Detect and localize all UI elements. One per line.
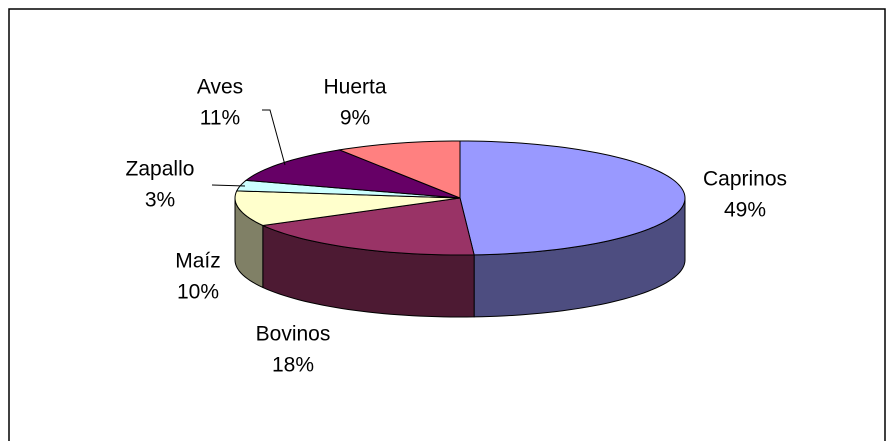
data-label-name: Huerta xyxy=(323,76,386,99)
pie-slice xyxy=(459,140,686,256)
data-label-value: 3% xyxy=(145,189,175,212)
leader-line xyxy=(211,184,246,187)
data-label-value: 18% xyxy=(272,354,314,377)
data-label-name: Aves xyxy=(197,76,243,99)
data-label-name: Bovinos xyxy=(256,323,331,346)
data-label-value: 10% xyxy=(177,281,219,304)
data-label-value: 9% xyxy=(340,107,370,130)
pie-slice xyxy=(234,190,461,226)
data-label-name: Zapallo xyxy=(126,158,195,181)
data-label-name: Maíz xyxy=(175,250,221,273)
leader-line xyxy=(262,109,286,166)
pie-slice xyxy=(244,149,461,199)
data-label-value: 49% xyxy=(724,199,766,222)
data-label-value: 11% xyxy=(200,107,240,130)
pie-slice xyxy=(261,197,475,256)
data-label-name: Caprinos xyxy=(703,168,787,191)
pie-slice xyxy=(337,140,461,199)
